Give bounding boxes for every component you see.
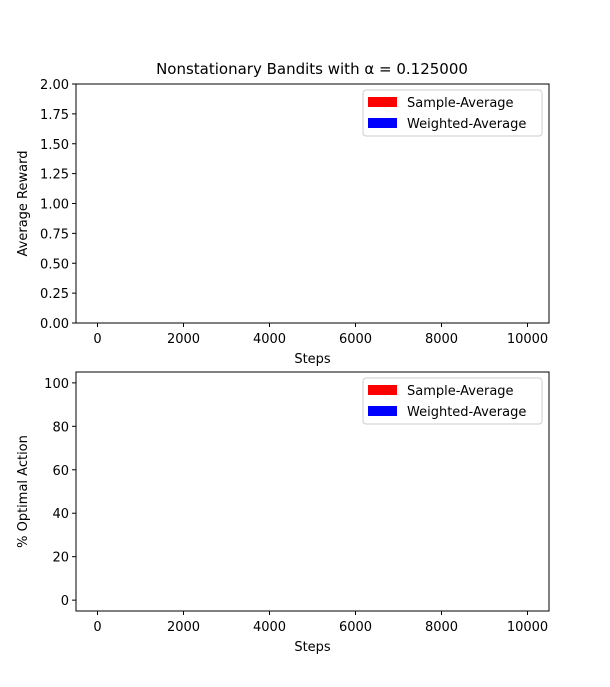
optimal-legend-swatch-1 — [368, 406, 397, 416]
reward-ytick-label: 0.50 — [40, 257, 69, 272]
reward-x-axis-label: Steps — [294, 352, 331, 367]
reward-xtick-label: 10000 — [507, 332, 548, 347]
optimal-ytick-label: 100 — [44, 377, 69, 392]
reward-legend-label-0: Sample-Average — [407, 96, 514, 111]
optimal-ytick-label: 0 — [61, 594, 69, 609]
optimal-legend-label-1: Weighted-Average — [407, 405, 526, 420]
optimal-legend-swatch-0 — [368, 385, 397, 395]
optimal-xtick-label: 2000 — [167, 620, 200, 635]
reward-legend-box — [362, 89, 543, 137]
reward-axes: 0 2000 4000 6000 8000 10000 0.00 0.25 0.50 0.75 1.… — [16, 78, 550, 367]
reward-ytick-label: 1.25 — [40, 168, 69, 183]
optimal-action-axes: 0 2000 4000 6000 8000 10000 0 20 40 60 80 100 Steps%… — [16, 371, 550, 655]
reward-ytick-label: 0.00 — [40, 317, 69, 332]
optimal-ytick-label: 80 — [52, 420, 69, 435]
optimal-legend-box — [362, 377, 543, 425]
reward-xtick-label: 6000 — [339, 332, 372, 347]
figure-title: Nonstationary Bandits with α = 0.125000 — [156, 60, 468, 78]
optimal-xtick-label: 6000 — [339, 620, 372, 635]
reward-xtick-label: 4000 — [253, 332, 286, 347]
reward-legend-swatch-1 — [368, 118, 397, 128]
reward-xtick-label: 8000 — [425, 332, 458, 347]
reward-axes-frame — [75, 83, 550, 324]
optimal-xtick-label: 8000 — [425, 620, 458, 635]
reward-ytick-label: 0.25 — [40, 287, 69, 302]
reward-legend-label-1: Weighted-Average — [407, 117, 526, 132]
reward-xtick-label: 2000 — [167, 332, 200, 347]
reward-legend-swatch-0 — [368, 97, 397, 107]
reward-ytick-label: 1.00 — [40, 198, 69, 213]
reward-xtick-label: 0 — [93, 332, 101, 347]
reward-y-axis-label: Average Reward — [16, 151, 31, 257]
optimal-ytick-label: 60 — [52, 464, 69, 479]
optimal-legend-label-0: Sample-Average — [407, 384, 514, 399]
optimal-ytick-label: 40 — [52, 507, 69, 522]
reward-ytick-label: 1.75 — [40, 108, 69, 123]
reward-ytick-label: 2.00 — [40, 78, 69, 93]
optimal-x-axis-label: Steps — [294, 640, 331, 655]
optimal-y-axis-label: % Optimal Action — [16, 435, 31, 548]
optimal-ytick-label: 20 — [52, 551, 69, 566]
reward-ytick-label: 0.75 — [40, 227, 69, 242]
optimal-xtick-label: 4000 — [253, 620, 286, 635]
optimal-xtick-label: 0 — [93, 620, 101, 635]
reward-ytick-label: 1.50 — [40, 138, 69, 153]
optimal-xtick-label: 10000 — [507, 620, 548, 635]
optimal-axes-frame — [75, 371, 550, 612]
